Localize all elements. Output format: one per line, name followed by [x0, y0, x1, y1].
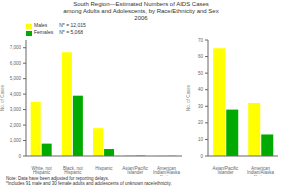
svg-text:White, notHispanic: White, notHispanic	[31, 166, 52, 176]
svg-text:10: 10	[198, 137, 204, 142]
html-text:Males: Males	[34, 22, 48, 29]
html-text:Note: Data have been adjusted: Note: Data have been adjusted for report…	[6, 176, 110, 181]
svg-text:1,000: 1,000	[10, 138, 22, 143]
svg-text:0: 0	[18, 154, 21, 159]
svg-text:6,000: 6,000	[10, 61, 22, 66]
html-text:South Region—Estimated Numbers: South Region—Estimated Numbers of AIDS C…	[63, 1, 219, 21]
svg-text:AmericanIndian/AlaskaNative: AmericanIndian/AlaskaNative	[153, 166, 181, 177]
svg-text:AmericanIndian/AlaskaNative: AmericanIndian/AlaskaNative	[247, 166, 274, 177]
html-text:N* = 12,015: N* = 12,015	[59, 22, 86, 28]
svg-text:4,000: 4,000	[10, 92, 22, 97]
svg-text:20: 20	[198, 120, 204, 125]
svg-text:2,000: 2,000	[10, 123, 22, 128]
svg-text:70: 70	[198, 38, 204, 43]
svg-text:Asian/PacificIslander: Asian/PacificIslander	[213, 166, 240, 176]
html-text:N* = 5,068: N* = 5,068	[59, 29, 83, 35]
html-text:*Includes 91 male and 30 femal: *Includes 91 male and 30 female adults a…	[6, 181, 172, 187]
svg-text:No. of Cases: No. of Cases	[186, 84, 191, 111]
svg-text:60: 60	[198, 54, 204, 59]
svg-text:7,000: 7,000	[10, 45, 22, 50]
svg-text:0: 0	[200, 154, 203, 159]
svg-text:Black, notHispanic: Black, notHispanic	[63, 166, 84, 176]
svg-text:40: 40	[198, 87, 204, 92]
svg-text:5,000: 5,000	[10, 76, 22, 81]
svg-text:Asian/PacificIslander: Asian/PacificIslander	[122, 166, 149, 176]
svg-text:3,000: 3,000	[10, 107, 22, 112]
svg-text:30: 30	[198, 104, 204, 109]
html-text:Females: Females	[34, 29, 54, 36]
svg-text:Hispanic: Hispanic	[95, 166, 113, 171]
svg-text:50: 50	[198, 71, 204, 76]
